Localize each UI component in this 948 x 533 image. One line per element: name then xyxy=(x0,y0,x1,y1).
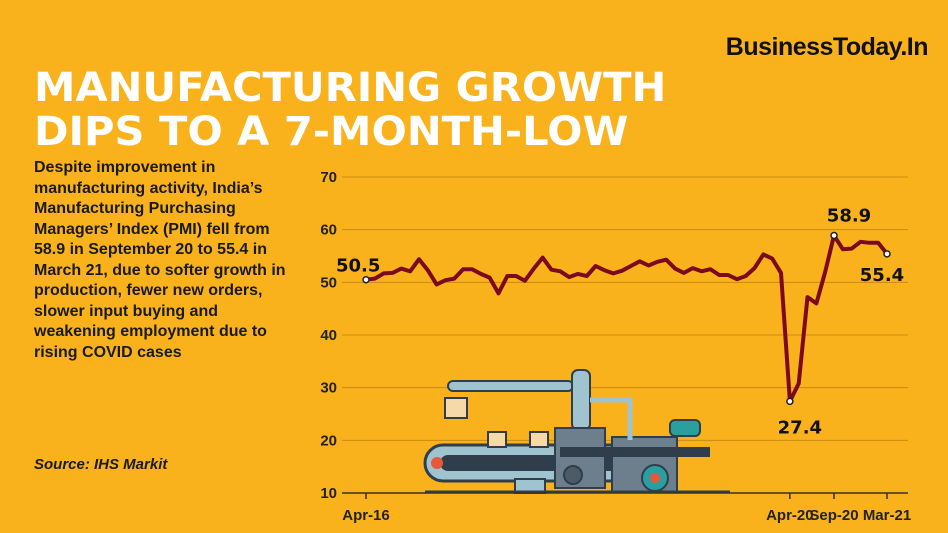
y-axis-ticks: 10 20 30 40 50 60 70 xyxy=(320,169,337,502)
brand-logo: BusinessToday.In xyxy=(725,33,929,61)
data-point-marker xyxy=(786,397,794,406)
y-tick-label: 40 xyxy=(320,327,337,344)
y-tick-label: 20 xyxy=(320,432,337,449)
page-title: MANUFACTURING GROWTH DIPS TO A 7-MONTH-L… xyxy=(34,66,666,154)
x-tick-label: Apr-20 xyxy=(766,507,814,524)
data-point-marker xyxy=(883,250,891,258)
y-tick-label: 60 xyxy=(320,222,337,239)
title-line: MANUFACTURING GROWTH xyxy=(34,65,667,111)
data-label: 27.4 xyxy=(778,417,822,438)
description: Despite improvement in manufacturing act… xyxy=(34,159,286,361)
y-tick-label: 30 xyxy=(320,380,337,397)
data-label: 55.4 xyxy=(860,265,904,286)
data-points xyxy=(362,231,891,406)
data-labels: 50.5 27.4 58.9 55.4 xyxy=(336,205,904,438)
y-tick-label: 10 xyxy=(320,485,337,502)
y-tick-label: 50 xyxy=(320,274,337,291)
x-tick-label: Mar-21 xyxy=(863,507,911,524)
source-note: Source: IHS Markit xyxy=(34,456,168,473)
x-tick-label: Sep-20 xyxy=(809,507,858,524)
data-label: 50.5 xyxy=(336,256,380,277)
title-line: DIPS TO A 7-MONTH-LOW xyxy=(34,109,629,155)
data-point-marker xyxy=(362,275,370,284)
y-tick-label: 70 xyxy=(320,169,337,186)
factory-machine-illustration xyxy=(423,369,730,494)
data-label: 58.9 xyxy=(827,205,871,226)
x-tick-label: Apr-16 xyxy=(342,507,390,524)
pmi-series-line xyxy=(365,233,889,404)
data-point-marker xyxy=(830,231,838,240)
